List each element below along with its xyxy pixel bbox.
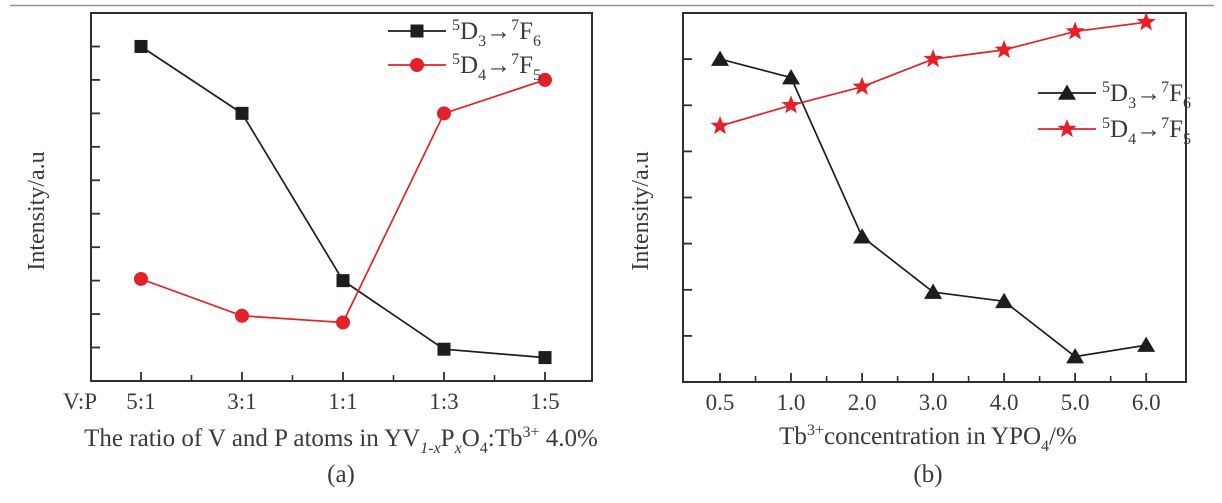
square-marker — [437, 342, 451, 356]
x-tick-label: 1:3 — [429, 389, 458, 414]
square-marker — [235, 106, 249, 120]
x-tick-label: 3:1 — [227, 389, 256, 414]
x-tick-label: 1:5 — [530, 389, 559, 414]
star-marker — [994, 39, 1014, 58]
circle-marker — [538, 72, 553, 87]
x-axis-title: Tb3+concentration in YPO4/% — [779, 422, 1077, 455]
plot-frame — [682, 12, 1187, 383]
square-marker — [410, 24, 424, 38]
panel-caption: (b) — [913, 461, 942, 488]
chart-panel-a: 5:1 3:1 1:1 1:3 1:5 V:P Intensity/a.u The ratio… — [24, 12, 598, 488]
circle-marker — [235, 308, 250, 323]
panel-caption: (a) — [327, 461, 355, 488]
triangle-marker — [853, 228, 872, 244]
x-tick-label: 4.0 — [990, 390, 1019, 415]
legend-label: 5D3→7F6 — [452, 17, 541, 50]
triangle-marker — [782, 69, 800, 85]
star-marker — [1136, 12, 1156, 31]
circle-marker — [133, 271, 148, 286]
y-axis-title: Intensity/a.u — [628, 151, 654, 270]
series-line-star — [719, 21, 1147, 127]
circle-marker — [410, 58, 424, 72]
circle-marker — [437, 106, 452, 121]
legend-label: 5D4→7F5 — [1102, 115, 1191, 148]
x-axis-prefix-label: V:P — [63, 389, 97, 414]
star-marker — [923, 49, 943, 68]
square-marker — [538, 351, 552, 365]
x-tick-label: 1:1 — [328, 389, 357, 414]
star-marker — [710, 116, 730, 135]
star-marker — [1057, 119, 1077, 138]
x-axis-title: The ratio of V and P atoms in YV1-xPxO4:… — [84, 424, 598, 457]
triangle-marker — [924, 283, 943, 299]
triangle-marker — [1137, 336, 1156, 352]
chart-panel-b: 0.5 1.0 2.0 3.0 4.0 5.0 6.0 Intensity/a.u Tb3+co… — [628, 12, 1191, 488]
x-tick-label: 5.0 — [1061, 390, 1090, 415]
star-marker — [852, 76, 872, 95]
square-marker — [336, 274, 350, 288]
x-tick-label: 0.5 — [706, 390, 735, 415]
x-tick-label: 3.0 — [919, 390, 948, 415]
plot-frame — [90, 12, 593, 382]
square-marker — [134, 39, 148, 53]
circle-marker — [336, 315, 351, 330]
x-tick-label: 5:1 — [126, 389, 155, 414]
x-tick-label: 6.0 — [1132, 390, 1161, 415]
triangle-marker — [995, 292, 1014, 309]
legend-label: 5D4→7F5 — [452, 51, 541, 84]
star-marker — [781, 95, 801, 114]
triangle-marker — [1066, 348, 1085, 364]
triangle-marker — [711, 50, 729, 66]
x-tick-label: 2.0 — [848, 390, 877, 415]
y-axis-title: Intensity/a.u — [24, 151, 50, 270]
series-line-square — [140, 45, 546, 359]
x-tick-label: 1.0 — [777, 390, 806, 415]
triangle-marker — [1058, 84, 1076, 100]
star-marker — [1065, 21, 1085, 40]
legend-label: 5D3→7F6 — [1102, 79, 1191, 112]
